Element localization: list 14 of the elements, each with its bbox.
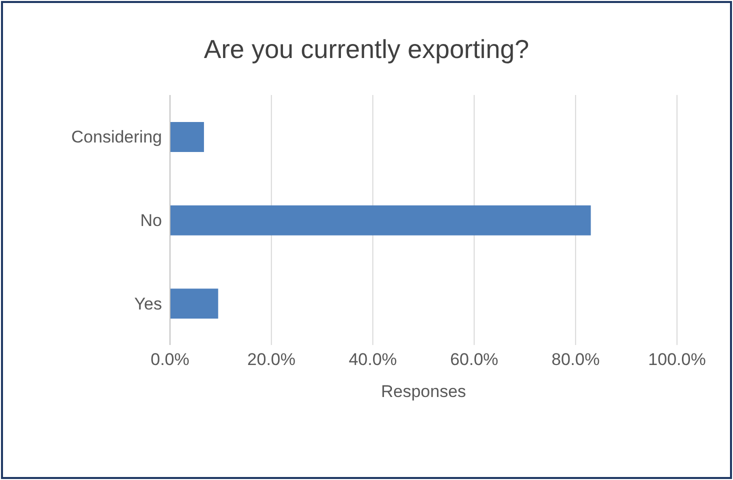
bar <box>170 205 591 236</box>
bar <box>170 122 204 152</box>
y-tick-label: Considering <box>71 128 162 147</box>
x-tick-label: 100.0% <box>648 350 706 370</box>
x-tick-label: 0.0% <box>150 350 190 370</box>
y-tick-label: No <box>140 211 162 230</box>
y-tick-label: Yes <box>134 294 162 314</box>
x-tick-label: 40.0% <box>348 350 397 370</box>
x-tick-label: 60.0% <box>450 350 498 370</box>
x-axis-title: Responses <box>380 382 466 401</box>
x-tick-label: 80.0% <box>552 350 600 370</box>
chart-title: Are you currently exporting? <box>202 34 530 65</box>
bar <box>170 288 218 319</box>
x-tick-label: 20.0% <box>247 350 296 370</box>
